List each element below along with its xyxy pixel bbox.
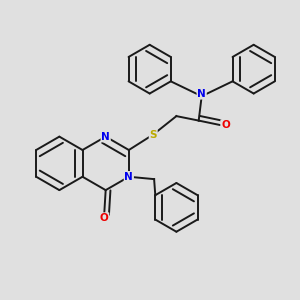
- Text: N: N: [197, 89, 206, 99]
- Text: N: N: [101, 132, 110, 142]
- Text: S: S: [149, 130, 157, 140]
- Text: N: N: [124, 172, 133, 182]
- Text: O: O: [221, 120, 230, 130]
- Text: O: O: [100, 213, 109, 223]
